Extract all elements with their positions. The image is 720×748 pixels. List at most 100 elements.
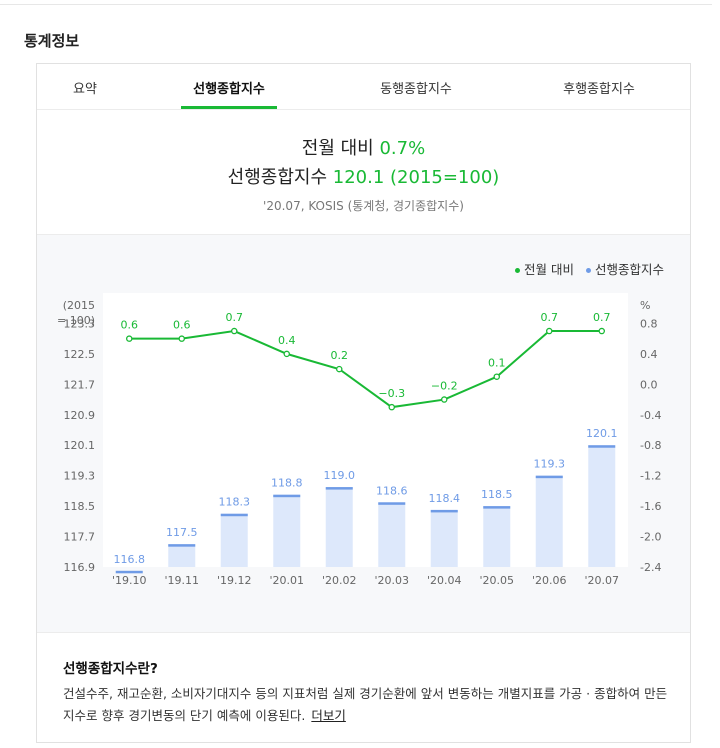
legend-dot-index	[585, 268, 591, 273]
bar-top	[273, 494, 301, 498]
bar-value-label: 119.0	[324, 469, 356, 482]
bar	[273, 494, 301, 567]
more-link[interactable]: 더보기	[311, 708, 346, 723]
bar-top	[588, 445, 616, 448]
mom-label: 전월 대비	[301, 138, 374, 159]
right-tick-label: -1.2	[640, 470, 661, 483]
leading-index-chart: 123.3 122.5 121.7 120.9 120.1 119.3 118.5 117.7…	[57, 293, 661, 587]
source-note: '20.07, KOSIS (통계청, 경기종합지수)	[263, 199, 464, 213]
tab-leading-index[interactable]: 선행종합지수	[193, 82, 265, 97]
line-value-label: 0.6	[121, 319, 139, 332]
active-tab-indicator	[181, 106, 277, 109]
legend-item-mom: 전월 대비	[515, 259, 574, 278]
description-panel: 선행종합지수란? 건설수주, 재고순환, 소비자기대지수 등의 지표처럼 실제 …	[37, 631, 690, 744]
left-axis-title-line2: = 100)	[57, 314, 95, 327]
bar-top	[220, 513, 248, 517]
section-title: 통계정보	[24, 32, 80, 50]
x-tick-label: '19.11	[164, 574, 199, 587]
bar	[220, 513, 248, 567]
left-tick-label: 118.5	[64, 500, 96, 513]
line-value-label: 0.2	[331, 349, 349, 362]
bar-value-label: 118.5	[481, 488, 513, 501]
description-text: 건설수주, 재고순환, 소비자기대지수 등의 지표처럼 실제 경기순환에 앞서 …	[63, 686, 668, 723]
description-body: 건설수주, 재고순환, 소비자기대지수 등의 지표처럼 실제 경기순환에 앞서 …	[63, 683, 673, 727]
right-tick-label: -2.0	[640, 531, 661, 544]
bar-top	[378, 502, 406, 505]
bar-value-label: 119.3	[534, 458, 566, 471]
bar	[168, 544, 196, 567]
bar-value-label: 117.5	[166, 526, 198, 539]
right-tick-label: -2.4	[640, 561, 661, 574]
line-value-label: 0.7	[593, 311, 611, 324]
right-tick-label: 0.4	[640, 348, 658, 361]
left-tick-label: 120.1	[64, 439, 96, 452]
mom-line-path	[129, 330, 602, 409]
tab-lagging-index[interactable]: 후행종합지수	[563, 82, 635, 97]
x-tick-label: '20.06	[532, 574, 567, 587]
legend-label-index: 선행종합지수	[594, 262, 664, 277]
left-tick-label: 123.3	[64, 317, 96, 330]
line-value-label: 0.4	[278, 334, 296, 347]
bar	[588, 445, 616, 567]
bar-value-label: 118.4	[429, 492, 461, 505]
legend-dot-mom	[515, 268, 521, 273]
tab-bar: 요약 선행종합지수 동행종합지수 후행종합지수	[37, 64, 690, 110]
description-title: 선행종합지수란?	[63, 661, 158, 677]
line-value-label: −0.2	[431, 380, 458, 393]
line-point	[283, 350, 290, 358]
tab-summary[interactable]: 요약	[73, 82, 97, 97]
left-tick-label: 121.7	[64, 378, 96, 391]
index-value: 120.1 (2015=100)	[332, 167, 500, 188]
line-value-label: 0.7	[541, 311, 559, 324]
bar	[483, 506, 511, 567]
bar-value-label: 118.3	[219, 496, 251, 509]
tab-coincident-index[interactable]: 동행종합지수	[380, 82, 452, 97]
line-point	[126, 335, 133, 342]
x-tick-label: '20.05	[479, 574, 514, 587]
x-tick-label: '20.02	[322, 574, 357, 587]
line-point	[598, 327, 606, 335]
index-line: 선행종합지수 120.1 (2015=100)	[37, 163, 690, 189]
left-tick-label: 117.7	[64, 531, 96, 544]
summary-panel: 전월 대비 0.7% 선행종합지수 120.1 (2015=100) '20.0…	[37, 110, 690, 234]
stats-card: 요약 선행종합지수 동행종합지수 후행종합지수 전월 대비 0.7% 선행종합지…	[36, 63, 691, 743]
right-tick-label: 0.8	[640, 317, 658, 330]
top-divider	[0, 4, 712, 5]
left-tick-label: 122.5	[64, 348, 96, 361]
x-tick-label: '20.03	[374, 574, 409, 587]
legend-item-index: 선행종합지수	[585, 259, 664, 278]
bar	[430, 509, 458, 567]
line-point	[545, 327, 553, 335]
legend-label-mom: 전월 대비	[524, 262, 574, 277]
chart-legend: 전월 대비 선행종합지수	[507, 259, 664, 278]
mom-value: 0.7%	[379, 138, 426, 159]
bar-top	[115, 570, 143, 574]
bar	[535, 475, 563, 567]
line-point	[388, 403, 395, 411]
bar-top	[325, 487, 353, 490]
line-point	[440, 396, 448, 403]
left-tick-label: 120.9	[64, 409, 96, 422]
mom-line: 전월 대비 0.7%	[37, 134, 690, 160]
bar-value-label: 116.8	[114, 553, 146, 566]
line-value-label: −0.3	[378, 387, 405, 400]
line-point	[493, 373, 500, 380]
bar	[378, 502, 406, 567]
bar-value-label: 118.6	[376, 484, 408, 497]
right-axis-title: %	[640, 299, 650, 312]
index-label: 선행종합지수	[227, 167, 328, 188]
line-value-label: 0.1	[488, 357, 506, 370]
x-tick-label: '19.12	[217, 574, 252, 587]
bar-top	[168, 544, 196, 547]
left-tick-label: 116.9	[64, 561, 96, 574]
right-tick-label: -1.6	[640, 500, 661, 513]
bar-value-label: 118.8	[271, 477, 303, 490]
bar-value-label: 120.1	[586, 427, 618, 440]
bar-top	[483, 506, 511, 509]
left-tick-label: 119.3	[64, 470, 96, 483]
left-axis-title-line1: (2015	[63, 299, 95, 312]
x-tick-label: '20.04	[427, 574, 462, 587]
bar-top	[535, 475, 563, 479]
line-value-label: 0.7	[226, 311, 244, 324]
x-tick-label: '20.07	[584, 574, 619, 587]
